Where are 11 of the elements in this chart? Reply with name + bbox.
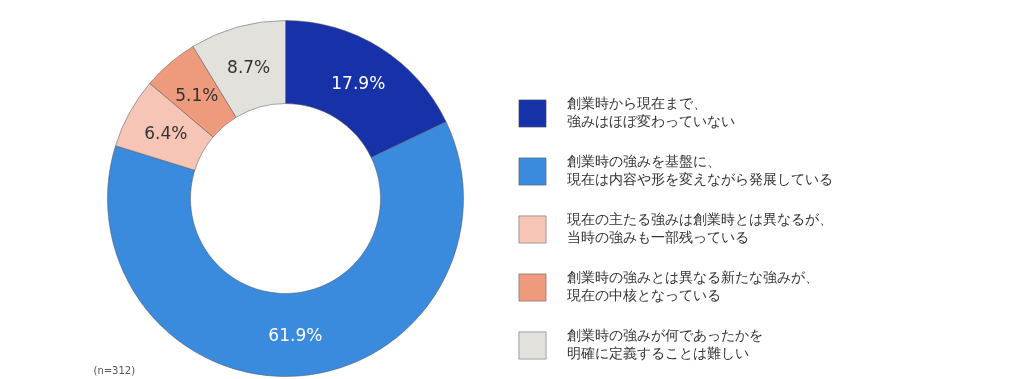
data-label: 8.7% — [227, 57, 271, 78]
legend-label: 創業時の強みを基盤に、現在は内容や形を変えながら発展している — [567, 153, 833, 189]
data-label: 6.4% — [144, 122, 188, 143]
data-label: 61.9% — [268, 324, 323, 345]
legend-label: 創業時の強みとは異なる新たな強みが、現在の中核となっている — [567, 269, 819, 305]
data-label: 17.9% — [331, 73, 386, 94]
legend-label: 創業時の強みが何であったかを明確に定義することは難しい — [567, 327, 763, 363]
legend-label: 創業時から現在まで、強みはほぼ変わっていない — [567, 95, 735, 131]
data-label: 5.1% — [175, 84, 219, 105]
text: (n=312) — [93, 364, 136, 376]
legend-label: 現在の主たる強みは創業時とは異なるが、当時の強みも一部残っている — [567, 211, 833, 247]
